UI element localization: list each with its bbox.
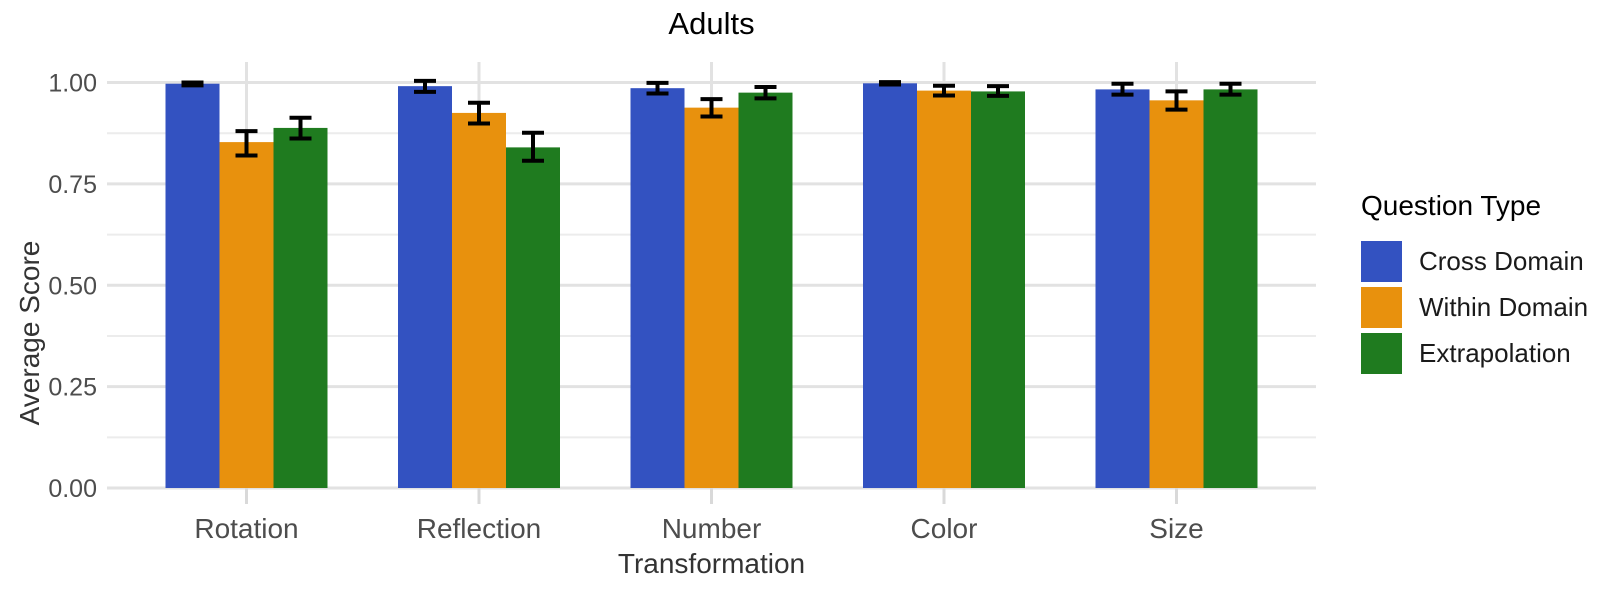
legend-item: Within Domain [1361,287,1596,328]
legend-swatch-icon [1361,241,1402,282]
legend-items: Cross Domain Within Domain Extrapolation [1361,241,1596,374]
legend: Question Type Cross Domain Within Domain E… [1361,190,1596,379]
chart-title: Adults [668,6,755,41]
x-tick-label: Color [911,513,978,544]
error-bar [414,78,436,94]
bar-within-domain-reflection [452,112,506,488]
error-bar [987,84,1009,98]
y-tick-label: 1.00 [48,70,97,98]
legend-item: Extrapolation [1361,333,1596,374]
error-bar [1219,81,1242,97]
legend-swatch-icon [1361,333,1402,374]
y-tick-label: 0.75 [48,171,97,199]
error-bar [700,97,723,119]
error-bar [1165,89,1188,112]
bar-cross-domain-rotation [165,83,220,489]
x-tick-label: Number [662,513,762,544]
bar-within-domain-size [1149,100,1204,488]
bar-cross-domain-color [863,83,917,488]
error-bar [933,83,955,98]
bar-extrapolation-number [738,92,793,488]
x-axis-title: Transformation [617,548,806,579]
bar-extrapolation-rotation [273,127,328,488]
error-bar [646,80,669,96]
legend-label: Extrapolation [1419,338,1571,368]
legend-title: Question Type [1361,190,1542,221]
legend-label: Within Domain [1419,292,1589,322]
bar-cross-domain-reflection [398,86,452,488]
error-bar [879,80,901,87]
bar-within-domain-number [684,107,739,489]
y-tick-label: 0.00 [48,475,97,503]
legend-item: Cross Domain [1361,241,1596,282]
bar-within-domain-rotation [219,142,274,488]
legend-label: Cross Domain [1419,246,1584,276]
legend-swatch-icon [1361,287,1402,328]
x-tick-label: Size [1149,513,1203,544]
error-bar [468,100,490,126]
y-tick-label: 0.50 [48,272,97,300]
error-bar [522,130,544,163]
error-bar [754,84,777,101]
bar-cross-domain-size [1095,89,1150,489]
error-bar [289,115,312,141]
bar-cross-domain-number [630,88,685,488]
error-bar [1111,81,1134,97]
bar-within-domain-color [917,90,971,489]
bar-extrapolation-reflection [506,147,560,488]
error-bar [235,129,258,158]
x-tick-label: Reflection [417,513,542,544]
x-tick-label: Rotation [194,513,298,544]
error-bar [181,80,204,88]
bar-extrapolation-size [1203,89,1258,489]
bar-extrapolation-color [971,91,1025,489]
y-tick-label: 0.25 [48,374,97,402]
